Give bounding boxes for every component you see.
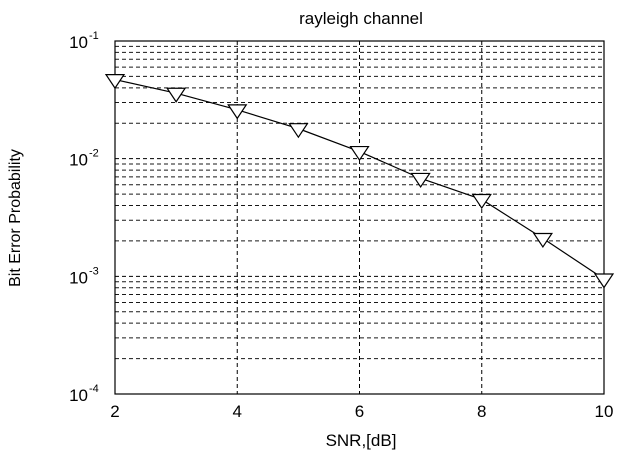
y-tick-label: 10 -3	[69, 265, 99, 287]
y-tick-base: 10	[69, 151, 88, 170]
data-point-marker	[227, 104, 248, 120]
y-tick-exponent: -3	[89, 265, 99, 277]
x-tick-label: 8	[477, 402, 486, 421]
chart-title: rayleigh channel	[299, 9, 423, 28]
x-tick-label: 6	[355, 402, 364, 421]
y-tick-base: 10	[69, 386, 88, 405]
x-tick-label: 10	[595, 402, 614, 421]
data-point-marker	[349, 145, 370, 162]
y-tick-base: 10	[69, 33, 88, 52]
y-tick-base: 10	[69, 268, 88, 287]
data-point-marker	[532, 232, 553, 249]
data-point-marker	[410, 172, 431, 189]
plot-frame	[114, 40, 605, 395]
y-tick-labels: 10-110-210-310-4	[69, 30, 99, 405]
series-line	[114, 78, 605, 280]
y-tick-exponent: -1	[89, 30, 99, 42]
x-axis-label: SNR,[dB]	[326, 431, 397, 450]
x-tick-label: 4	[233, 402, 242, 421]
data-point-marker	[288, 123, 309, 139]
y-tick-label: 10 -4	[69, 383, 99, 405]
y-tick-label: 10 -1	[69, 30, 99, 52]
x-tick-labels: 2 4 6 8 10	[110, 402, 613, 421]
data-point-marker	[104, 74, 126, 90]
y-axis-label: Bit Error Probability	[7, 149, 24, 287]
data-point-marker	[471, 193, 492, 210]
data-point-marker	[593, 273, 615, 289]
grid-lines	[115, 41, 604, 394]
y-tick-exponent: -4	[89, 383, 99, 395]
y-tick-exponent: -2	[89, 148, 99, 160]
x-tick-label: 2	[110, 402, 119, 421]
data-point-marker	[166, 87, 187, 103]
data-series	[104, 74, 615, 289]
y-tick-label: 10 -2	[69, 148, 99, 170]
